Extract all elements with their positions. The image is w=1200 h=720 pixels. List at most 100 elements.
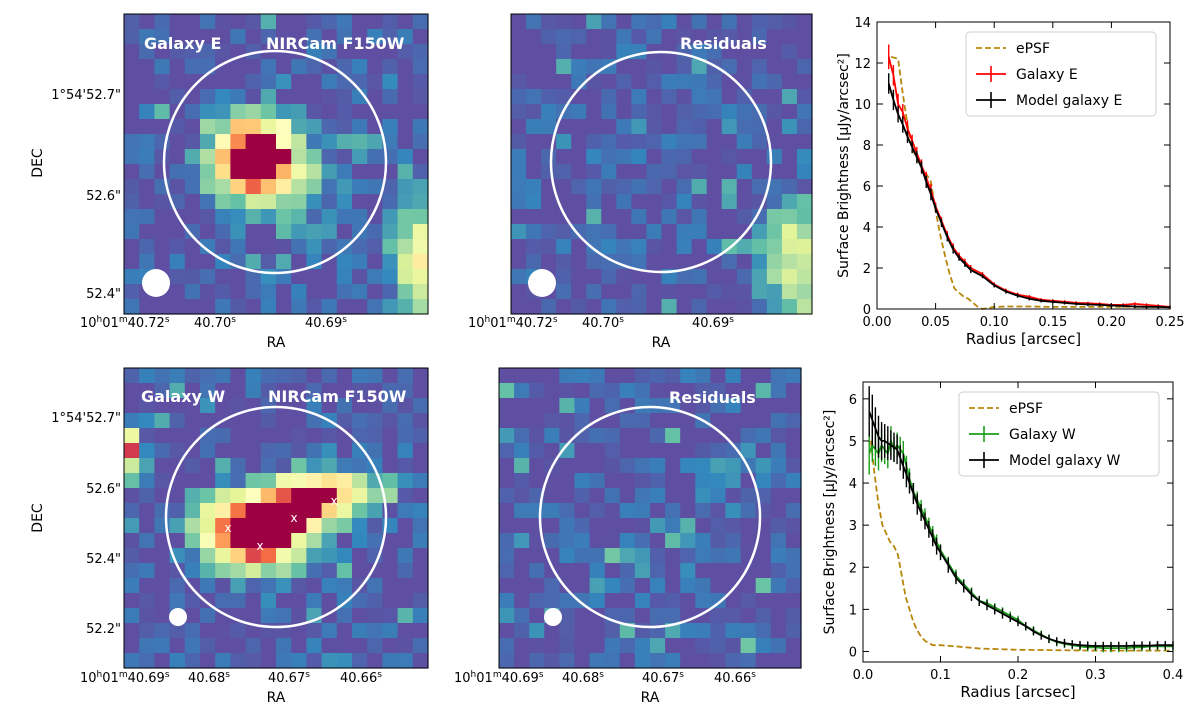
image-pixel [230, 593, 247, 609]
image-pixel [336, 284, 353, 300]
image-pixel [676, 254, 693, 270]
image-pixel [184, 443, 201, 459]
image-pixel [646, 134, 663, 150]
image-pixel [710, 548, 727, 564]
image-pixel [571, 149, 587, 165]
image-pixel [676, 179, 693, 195]
legend-label: Galaxy E [1016, 67, 1078, 83]
image-pixel [796, 164, 813, 180]
image-pixel [321, 44, 338, 60]
image-pixel [736, 44, 753, 60]
image-pixel [184, 89, 201, 105]
image-pixel [586, 284, 602, 300]
image-pixel [397, 488, 414, 504]
image-pixel [336, 398, 353, 414]
image-pixel [215, 149, 231, 165]
image-pixel [382, 224, 399, 240]
image-pixel [230, 224, 247, 240]
image-pixel [169, 518, 186, 534]
image-pixel [245, 284, 262, 300]
image-pixel [169, 533, 186, 549]
x-axis-label: Radius [arcsec] [966, 330, 1081, 348]
image-pixel [661, 149, 678, 165]
image-pixel [169, 578, 186, 594]
image-pixel [736, 179, 753, 195]
image-pixel [306, 398, 323, 414]
residuals-label: Residuals [680, 34, 767, 53]
image-pixel [676, 224, 693, 240]
image-pixel [796, 149, 813, 165]
ra-tick-label: 40.66s [340, 670, 382, 686]
image-pixel [260, 578, 277, 594]
ra-tick-label: 40.69s [692, 315, 734, 331]
image-pixel [154, 209, 171, 225]
image-pixel [215, 518, 231, 534]
image-pixel [184, 14, 201, 30]
image-pixel [245, 104, 262, 120]
image-pixel [245, 209, 262, 225]
pixel-map-galaxy-e [124, 14, 429, 315]
image-pixel [586, 254, 602, 270]
image-pixel [397, 14, 414, 30]
image-pixel [766, 44, 783, 60]
image-pixel [616, 224, 632, 240]
image-pixel [499, 578, 515, 594]
image-pixel [721, 89, 738, 105]
image-pixel [544, 443, 560, 459]
image-pixel [785, 518, 802, 534]
y-tick-label: 0 [849, 645, 857, 660]
image-pixel [665, 443, 681, 459]
image-pixel [336, 518, 353, 534]
image-pixel [571, 59, 587, 75]
image-pixel [631, 104, 648, 120]
image-pixel [634, 608, 651, 624]
image-pixel [680, 548, 696, 564]
image-pixel [336, 29, 353, 45]
image-pixel [245, 14, 262, 30]
image-pixel [124, 548, 140, 564]
image-pixel [781, 89, 798, 105]
image-pixel [785, 578, 802, 594]
image-pixel [154, 368, 171, 384]
image-pixel [397, 608, 414, 624]
dec-tick-label: 52.4" [86, 287, 121, 302]
image-pixel [665, 608, 681, 624]
image-pixel [529, 458, 545, 474]
image-pixel [200, 623, 216, 639]
image-pixel [336, 179, 353, 195]
image-pixel [691, 224, 708, 240]
image-pixel [306, 119, 323, 135]
image-pixel [276, 608, 292, 624]
image-pixel [321, 368, 338, 384]
image-pixel [139, 413, 155, 429]
image-pixel [184, 608, 201, 624]
image-pixel [796, 299, 813, 315]
image-pixel [755, 578, 772, 594]
image-pixel [245, 503, 262, 519]
dec-axis-label: DEC [30, 148, 46, 178]
image-pixel [367, 149, 383, 165]
image-pixel [412, 239, 429, 255]
image-pixel [336, 368, 353, 384]
image-pixel [721, 164, 738, 180]
image-pixel [184, 284, 201, 300]
image-pixel [541, 224, 557, 240]
image-pixel [352, 503, 368, 519]
x-tick-label: 0.2 [1008, 668, 1029, 683]
image-pixel [634, 593, 651, 609]
image-pixel [740, 578, 757, 594]
image-pixel [124, 383, 140, 399]
image-pixel [559, 503, 576, 519]
image-pixel [412, 179, 429, 195]
image-pixel [631, 14, 648, 30]
image-pixel [352, 119, 368, 135]
image-pixel [306, 548, 323, 564]
image-pixel [770, 398, 787, 414]
image-pixel [382, 239, 399, 255]
image-pixel [291, 179, 307, 195]
legend-label: ePSF [1016, 41, 1050, 57]
ra-tick-label: 40.70s [194, 315, 236, 331]
image-pixel [260, 254, 277, 270]
